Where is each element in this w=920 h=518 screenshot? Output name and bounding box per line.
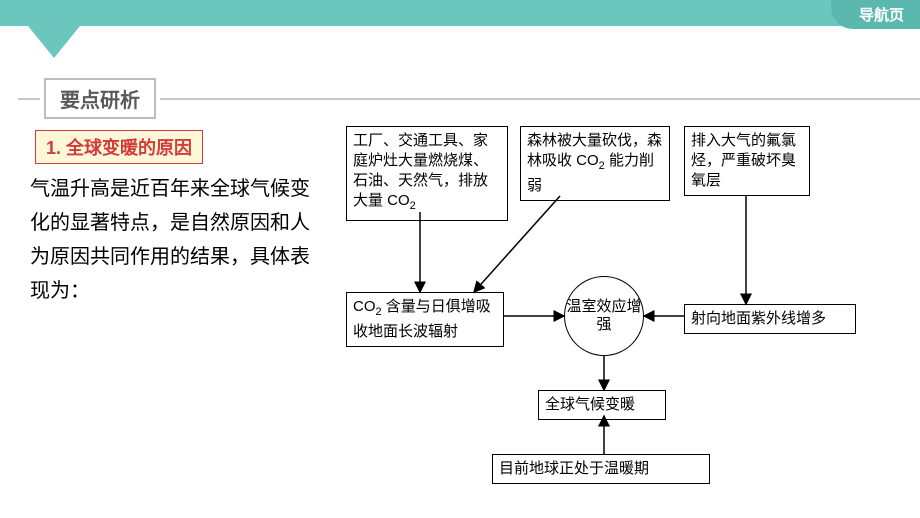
rule-left-icon	[18, 98, 40, 100]
top-bar	[0, 0, 920, 26]
flow-node-box1: 工厂、交通工具、家庭炉灶大量燃烧煤、石油、天然气，排放大量 CO2	[346, 126, 508, 221]
page-root: 导航页 要点研析 1. 全球变暖的原因 气温升高是近百年来全球气候变化的显著特点…	[0, 0, 920, 518]
flow-node-box7: 目前地球正处于温暖期	[492, 454, 710, 484]
sub-heading: 1. 全球变暖的原因	[35, 130, 203, 164]
body-paragraph: 气温升高是近百年来全球气候变化的显著特点，是自然原因和人为原因共同作用的结果，具…	[30, 172, 318, 308]
flow-node-box6: 全球气候变暖	[538, 390, 666, 420]
flow-node-box3: 排入大气的氟氯烃，严重破坏臭氧层	[684, 126, 810, 196]
rule-right-icon	[160, 98, 920, 100]
flow-node-box5: 射向地面紫外线增多	[684, 304, 856, 334]
flow-node-box4: CO2 含量与日俱增吸收地面长波辐射	[346, 292, 504, 347]
flow-node-box2: 森林被大量砍伐，森林吸收 CO2 能力削弱	[520, 126, 670, 201]
section-heading: 要点研析	[44, 78, 156, 119]
flowchart: 工厂、交通工具、家庭炉灶大量燃烧煤、石油、天然气，排放大量 CO2 森林被大量砍…	[340, 120, 910, 510]
triangle-marker-icon	[28, 26, 80, 58]
section-heading-row: 要点研析	[18, 78, 920, 119]
nav-badge[interactable]: 导航页	[831, 0, 920, 29]
flow-node-center: 温室效应增强	[564, 276, 644, 356]
